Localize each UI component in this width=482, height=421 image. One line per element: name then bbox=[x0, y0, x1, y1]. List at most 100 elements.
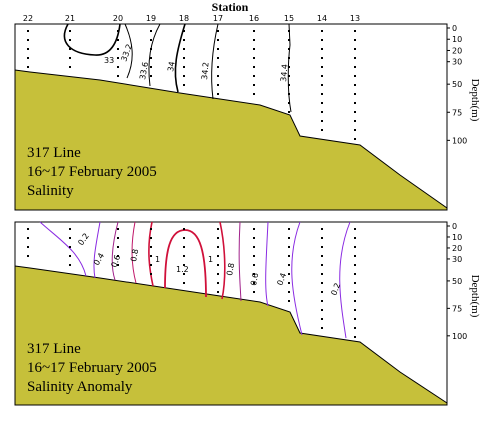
sample-point bbox=[321, 57, 323, 59]
sample-point bbox=[321, 273, 323, 275]
sample-point bbox=[217, 39, 219, 41]
sample-point bbox=[117, 228, 119, 230]
sample-point bbox=[354, 129, 356, 131]
annotation: Salinity Anomaly bbox=[27, 379, 133, 395]
seabed bbox=[14, 69, 448, 211]
sample-point bbox=[253, 291, 255, 293]
sample-point bbox=[288, 84, 290, 86]
y-tick-label: 75 bbox=[452, 108, 462, 117]
sample-point bbox=[354, 111, 356, 113]
panel-salinity: 33 33.2 33.6 34 34.2 34.4 317 Line 16~17… bbox=[14, 23, 481, 211]
sample-point bbox=[183, 228, 185, 230]
sample-point bbox=[288, 255, 290, 257]
sample-point bbox=[117, 48, 119, 50]
sample-point bbox=[288, 264, 290, 266]
x-tick-label: 15 bbox=[284, 14, 294, 23]
sample-point bbox=[288, 273, 290, 275]
sample-point bbox=[27, 39, 29, 41]
sample-point bbox=[27, 48, 29, 50]
sample-point bbox=[354, 138, 356, 140]
sample-point bbox=[354, 75, 356, 77]
annotation: 16~17 February 2005 bbox=[27, 360, 157, 376]
sample-point bbox=[253, 228, 255, 230]
sample-point bbox=[288, 39, 290, 41]
sample-point bbox=[354, 309, 356, 311]
sample-point bbox=[150, 66, 152, 68]
sample-point bbox=[150, 39, 152, 41]
y-tick-label: 50 bbox=[452, 277, 462, 286]
contour bbox=[63, 23, 121, 56]
sample-point bbox=[253, 75, 255, 77]
contour bbox=[124, 23, 133, 79]
y-tick-label: 75 bbox=[452, 304, 462, 313]
sample-point bbox=[354, 264, 356, 266]
sample-point bbox=[321, 264, 323, 266]
sample-point bbox=[354, 48, 356, 50]
sample-point bbox=[69, 255, 71, 257]
sample-point bbox=[217, 75, 219, 77]
annotation: Salinity bbox=[27, 183, 74, 199]
sample-point bbox=[183, 273, 185, 275]
sample-point bbox=[321, 282, 323, 284]
sample-point bbox=[321, 246, 323, 248]
sample-point bbox=[354, 246, 356, 248]
contour-label: 0.6 bbox=[249, 272, 260, 286]
contour-label: 0.2 bbox=[329, 282, 342, 297]
sample-point bbox=[253, 264, 255, 266]
contour bbox=[131, 221, 137, 284]
sample-point bbox=[217, 66, 219, 68]
sample-point bbox=[27, 237, 29, 239]
sample-point bbox=[117, 237, 119, 239]
sample-point bbox=[354, 255, 356, 257]
sample-point bbox=[321, 75, 323, 77]
sample-point bbox=[117, 66, 119, 68]
sample-point bbox=[321, 228, 323, 230]
sample-point bbox=[69, 39, 71, 41]
sample-point bbox=[354, 273, 356, 275]
sample-point bbox=[288, 75, 290, 77]
contour bbox=[339, 221, 351, 339]
sample-point bbox=[150, 255, 152, 257]
sample-point bbox=[288, 237, 290, 239]
x-tick-label: 16 bbox=[249, 14, 259, 23]
sample-point bbox=[217, 93, 219, 95]
sample-point bbox=[117, 255, 119, 257]
sample-point bbox=[183, 255, 185, 257]
sample-point bbox=[321, 66, 323, 68]
contour-label: 0.8 bbox=[225, 262, 236, 276]
sample-point bbox=[253, 246, 255, 248]
sample-point bbox=[321, 93, 323, 95]
sample-point bbox=[69, 57, 71, 59]
seabed bbox=[14, 265, 448, 406]
contour-label: 1 bbox=[155, 255, 160, 264]
y-tick-label: 50 bbox=[452, 80, 462, 89]
sample-point bbox=[354, 282, 356, 284]
sample-point bbox=[150, 228, 152, 230]
sample-point bbox=[117, 264, 119, 266]
sample-point bbox=[321, 30, 323, 32]
sample-point bbox=[217, 264, 219, 266]
sample-point bbox=[354, 84, 356, 86]
sample-point bbox=[150, 57, 152, 59]
sample-point bbox=[354, 327, 356, 329]
sample-point bbox=[354, 291, 356, 293]
sample-point bbox=[253, 48, 255, 50]
sample-point bbox=[217, 282, 219, 284]
sample-point bbox=[69, 237, 71, 239]
contour-label: 1 bbox=[208, 255, 213, 264]
sample-point bbox=[217, 30, 219, 32]
sample-point bbox=[183, 48, 185, 50]
sample-point bbox=[150, 75, 152, 77]
sample-point bbox=[117, 75, 119, 77]
sample-point bbox=[288, 93, 290, 95]
sample-point bbox=[217, 57, 219, 59]
annotation: 16~17 February 2005 bbox=[27, 164, 157, 180]
sample-point bbox=[150, 273, 152, 275]
sample-point bbox=[150, 48, 152, 50]
x-tick-label: 14 bbox=[317, 14, 327, 23]
sample-point bbox=[321, 327, 323, 329]
sample-point bbox=[321, 300, 323, 302]
sample-point bbox=[321, 255, 323, 257]
y-tick-label: 10 bbox=[452, 233, 462, 242]
